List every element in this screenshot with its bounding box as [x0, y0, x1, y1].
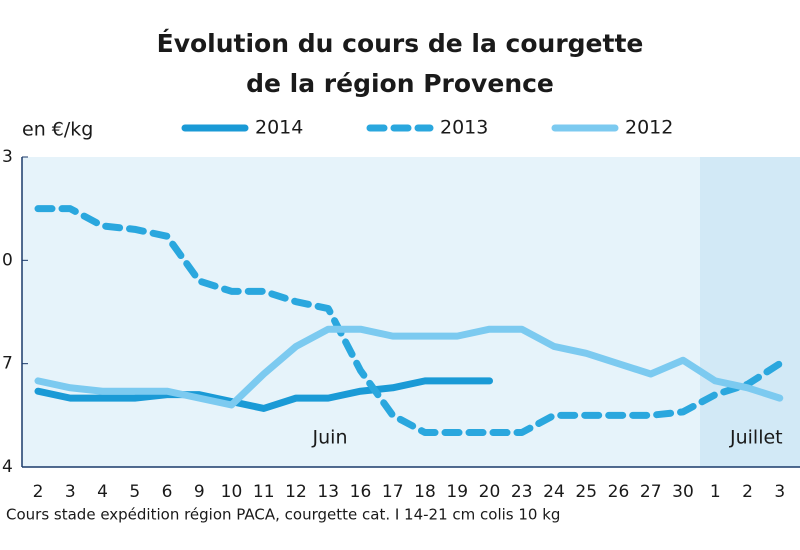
x-tick-label: 12	[285, 482, 307, 502]
x-tick-label: 30	[672, 482, 694, 502]
x-tick-label: 3	[774, 482, 785, 502]
legend-label: 2013	[440, 117, 488, 139]
x-tick-label: 23	[511, 482, 533, 502]
x-tick-label: 20	[479, 482, 501, 502]
y-tick-label: 0	[2, 250, 13, 270]
x-tick-label: 1	[710, 482, 721, 502]
y-tick-label: 4	[2, 457, 13, 477]
chart-title: Évolution du cours de la courgette	[157, 29, 644, 58]
x-tick-label: 24	[543, 482, 565, 502]
x-tick-label: 17	[382, 482, 404, 502]
month-band	[700, 157, 800, 467]
y-axis-label: en €/kg	[22, 119, 93, 141]
x-tick-label: 10	[221, 482, 243, 502]
x-tick-label: 13	[317, 482, 339, 502]
x-tick-label: 6	[162, 482, 173, 502]
x-tick-label: 27	[640, 482, 662, 502]
x-tick-label: 5	[129, 482, 140, 502]
source-note: Cours stade expédition région PACA, cour…	[6, 506, 560, 524]
x-tick-label: 18	[414, 482, 436, 502]
x-tick-label: 19	[446, 482, 468, 502]
x-tick-label: 25	[575, 482, 597, 502]
x-tick-label: 16	[350, 482, 372, 502]
series-line	[34, 377, 493, 412]
series-line	[34, 205, 784, 437]
x-tick-label: 2	[742, 482, 753, 502]
legend-label: 2012	[625, 117, 673, 139]
legend-label: 2014	[255, 117, 303, 139]
chart-title: de la région Provence	[246, 69, 554, 98]
y-tick-label: 7	[2, 354, 13, 374]
x-tick-label: 11	[253, 482, 275, 502]
annotation: Juin	[312, 427, 348, 449]
series-line	[34, 325, 784, 409]
x-tick-label: 3	[65, 482, 76, 502]
plot-area	[22, 157, 800, 467]
x-tick-label: 4	[97, 482, 108, 502]
x-tick-label: 9	[194, 482, 205, 502]
annotation: Juillet	[729, 427, 783, 449]
y-tick-label: 3	[2, 147, 13, 167]
x-tick-label: 26	[608, 482, 630, 502]
x-tick-label: 2	[33, 482, 44, 502]
